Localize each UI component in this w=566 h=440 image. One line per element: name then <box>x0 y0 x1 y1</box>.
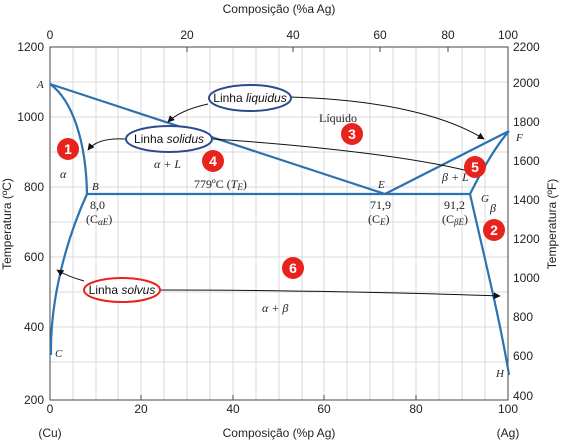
ag-end-label: (Ag) <box>497 426 520 440</box>
liquidus-beta-curve <box>384 130 510 195</box>
alpha-beta-region-label: α + β <box>262 301 288 315</box>
liquidus-to-alpha-arrow <box>167 103 209 123</box>
solvus-to-beta-arrow <box>159 289 501 300</box>
c-e-value: 71,9 <box>370 198 391 212</box>
badge-6: 6 <box>282 257 304 279</box>
solidus-beta-curve <box>469 130 510 195</box>
alpha-liquid-region-label: α + L <box>154 157 181 171</box>
badge-6-number: 6 <box>289 260 297 276</box>
top-tick: 20 <box>180 28 194 42</box>
top-tick: 40 <box>286 28 300 42</box>
badge-5: 5 <box>464 156 486 178</box>
eutectic-temperature-label: 779ºC (TE) <box>194 177 247 192</box>
right-tick: 600 <box>513 349 533 363</box>
solidus-callout: Linha solidus <box>125 125 213 153</box>
bottom-tick: 20 <box>134 402 148 416</box>
solidus-callout-text: Linha solidus <box>134 132 204 146</box>
solvus-callout-text: Linha solvus <box>89 283 156 297</box>
c-beta-e-symbol: (CβE) <box>442 212 468 227</box>
bottom-tick: 100 <box>498 402 518 416</box>
right-tick: 1600 <box>513 154 540 168</box>
left-tick: 400 <box>24 320 44 334</box>
top-tick: 100 <box>498 28 518 42</box>
badge-4: 4 <box>202 150 224 172</box>
badge-3-circle <box>341 123 363 145</box>
point-g-label: G <box>481 193 489 205</box>
solidus-to-alpha-arrow <box>87 138 126 151</box>
bottom-tick: 0 <box>47 402 54 416</box>
right-tick: 1000 <box>513 271 540 285</box>
badge-5-number: 5 <box>471 159 479 175</box>
right-axis-title: Temperatura (ºF) <box>545 179 559 269</box>
point-f-label: F <box>515 132 523 144</box>
solvus-callout-bubble <box>83 277 161 303</box>
top-tick: 80 <box>441 28 455 42</box>
top-tick: 0 <box>47 28 54 42</box>
badge-3: 3 <box>341 123 363 145</box>
bottom-tick: 40 <box>226 402 240 416</box>
c-alpha-e-value: 8,0 <box>90 198 105 212</box>
left-tick: 600 <box>24 250 44 264</box>
left-axis-title: Temperatura (ºC) <box>0 178 14 270</box>
c-beta-e-value: 91,2 <box>444 198 465 212</box>
right-tick: 400 <box>513 389 533 403</box>
right-tick: 1400 <box>513 193 540 207</box>
solidus-to-beta-arrow <box>212 138 477 175</box>
point-b-label: B <box>92 181 99 193</box>
solvus-beta-curve <box>468 193 511 376</box>
solidus-callout-bubble <box>125 125 213 153</box>
cu-end-label: (Cu) <box>38 426 61 440</box>
solvus-alpha-curve <box>49 193 89 356</box>
solidus-alpha-curve <box>49 83 89 195</box>
c-alpha-e-symbol: (CαE) <box>86 212 112 227</box>
left-tick: 1000 <box>17 110 44 124</box>
right-tick: 800 <box>513 310 533 324</box>
solvus-to-alpha-arrow <box>56 269 85 282</box>
left-tick: 800 <box>24 180 44 194</box>
point-e-label: E <box>377 179 385 191</box>
badge-4-circle <box>202 150 224 172</box>
beta-region-label: β <box>489 201 496 215</box>
tick-marks <box>49 47 509 400</box>
bottom-axis-title: Composição (%p Ag) <box>223 426 336 440</box>
left-tick: 200 <box>24 393 44 407</box>
badge-1-number: 1 <box>64 141 72 157</box>
callout-arrows <box>56 96 501 300</box>
right-tick: 1200 <box>513 232 540 246</box>
badge-3-number: 3 <box>348 126 356 142</box>
badge-1-circle <box>57 138 79 160</box>
right-tick: 1800 <box>513 115 540 129</box>
point-c-label: C <box>55 348 63 360</box>
right-tick: 2200 <box>513 40 540 54</box>
point-h-label: H <box>495 368 505 380</box>
right-tick: 2000 <box>513 76 540 90</box>
plot-frame <box>49 46 509 401</box>
beta-liquid-region-label: β + L <box>441 170 469 184</box>
badge-1: 1 <box>57 138 79 160</box>
c-e-symbol: (CE) <box>368 212 390 227</box>
liquidus-callout-bubble <box>208 84 292 112</box>
liquid-region-label: Líquido <box>319 111 357 125</box>
badge-4-number: 4 <box>209 153 217 169</box>
alpha-region-label: α <box>60 167 67 181</box>
liquidus-callout: Linha liquidus <box>208 84 292 112</box>
badge-2-number: 2 <box>490 222 498 238</box>
point-a-label: A <box>36 79 44 91</box>
badge-2: 2 <box>483 219 505 241</box>
badge-6-circle <box>282 257 304 279</box>
badge-5-circle <box>464 156 486 178</box>
liquidus-callout-text: Linha liquidus <box>213 91 286 105</box>
bottom-tick: 80 <box>409 402 423 416</box>
badge-2-circle <box>483 219 505 241</box>
grid <box>49 47 508 400</box>
top-axis-title: Composição (%a Ag) <box>223 2 336 16</box>
left-tick: 1200 <box>17 40 44 54</box>
solvus-callout: Linha solvus <box>83 277 161 303</box>
bottom-tick: 60 <box>317 402 331 416</box>
top-tick: 60 <box>373 28 387 42</box>
liquidus-to-beta-arrow <box>289 96 485 140</box>
